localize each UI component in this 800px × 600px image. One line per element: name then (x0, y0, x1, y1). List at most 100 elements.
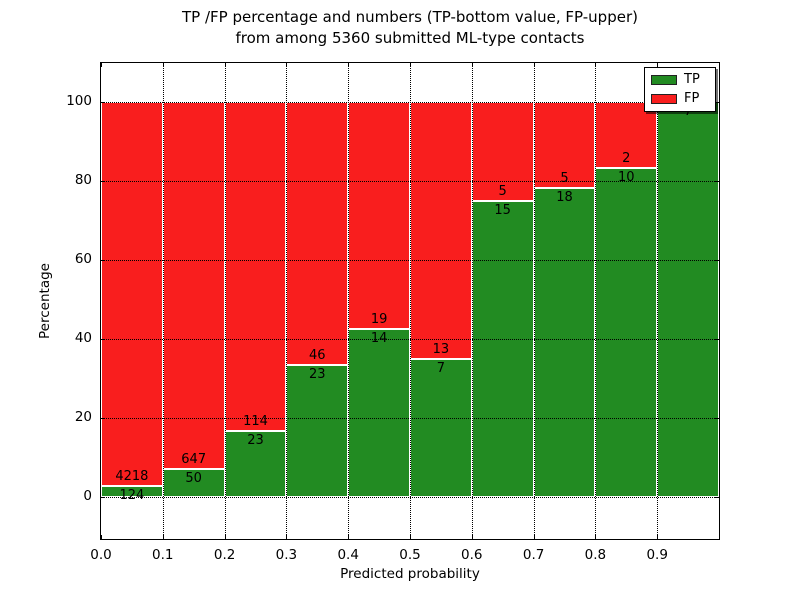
y-tick-mark (715, 497, 719, 498)
x-tick-mark (224, 535, 226, 539)
plot-area: TP FP 4218 124 647 50 114 23 46 23 19 14 13 7 5 15 5 18… (100, 62, 720, 540)
x-tick-mark (657, 535, 659, 539)
x-tick-mark (657, 63, 659, 67)
bar-fp-segment (224, 102, 287, 431)
tp-count-label: 7 (436, 360, 446, 376)
x-tick-mark (533, 63, 535, 67)
tp-count-label: 18 (556, 189, 573, 205)
y-tick-label: 80 (74, 172, 92, 188)
y-tick-label: 20 (74, 409, 92, 425)
x-tick-mark (162, 535, 164, 539)
y-tick-mark (101, 497, 105, 498)
y-tick-label: 100 (66, 93, 92, 109)
fp-count-label: 647 (181, 451, 207, 467)
x-tick-mark (595, 535, 597, 539)
x-tick-label: 0.4 (337, 547, 359, 563)
bar-tp-segment (533, 187, 596, 497)
y-tick-mark (715, 339, 719, 340)
x-tick-mark (286, 535, 288, 539)
y-tick-mark (101, 181, 105, 182)
bar-tp-segment (657, 102, 719, 497)
legend-item-tp: TP (651, 73, 709, 87)
x-tick-mark (162, 63, 164, 67)
fp-count-label: 13 (432, 341, 450, 357)
x-tick-mark (471, 63, 473, 67)
bar-fp-segment (162, 102, 225, 469)
x-tick-mark (224, 63, 226, 67)
fp-count-label: 19 (370, 312, 388, 328)
tp-legend-label: TP (684, 72, 700, 87)
x-tick-label: 0.3 (275, 547, 298, 563)
tp-count-label: 15 (494, 202, 511, 218)
tp-count-label: 23 (309, 367, 326, 383)
x-axis-label: Predicted probability (340, 566, 480, 582)
x-tick-mark (410, 535, 411, 539)
tp-count-label: 10 (618, 169, 635, 185)
bar-fp-segment (410, 102, 472, 359)
fp-count-label: 5 (498, 183, 507, 199)
x-tick-mark (471, 535, 473, 539)
fp-count-label: 2 (622, 150, 631, 166)
bar-fp-segment (348, 102, 410, 330)
v-gridline (224, 63, 226, 539)
x-tick-label: 0.0 (90, 547, 112, 563)
fp-legend-label: FP (684, 91, 700, 106)
fp-count-label: 46 (309, 348, 326, 364)
y-tick-mark (715, 260, 719, 261)
v-gridline (162, 63, 164, 539)
y-tick-mark (101, 339, 105, 340)
v-gridline (286, 63, 288, 539)
y-tick-label: 40 (74, 330, 92, 346)
bar-tp-segment (471, 200, 534, 497)
v-gridline (595, 63, 597, 539)
chart-title-line2: from among 5360 submitted ML-type contac… (235, 29, 585, 47)
bar-fp-segment (101, 102, 163, 486)
x-tick-mark (348, 535, 350, 539)
y-tick-label: 60 (74, 251, 92, 267)
x-tick-mark (101, 63, 102, 67)
x-tick-mark (101, 535, 102, 539)
x-tick-mark (595, 63, 597, 67)
y-tick-mark (101, 418, 105, 419)
y-tick-mark (715, 418, 719, 419)
tp-legend-swatch (651, 75, 677, 85)
v-gridline (657, 63, 659, 539)
x-tick-mark (533, 535, 535, 539)
bar-tp-segment (101, 485, 163, 497)
y-tick-mark (101, 260, 105, 261)
tp-count-label: 50 (185, 470, 202, 486)
v-gridline (410, 63, 411, 539)
tp-count-label: 23 (247, 432, 264, 448)
bar-fp-segment (533, 102, 596, 188)
x-tick-label: 0.5 (399, 547, 421, 563)
fp-count-label: 4218 (115, 468, 149, 484)
bar-tp-segment (286, 365, 349, 497)
v-gridline (348, 63, 350, 539)
x-tick-label: 0.6 (461, 547, 483, 563)
bar-tp-segment (162, 468, 225, 497)
x-tick-mark (410, 63, 411, 67)
bar-fp-segment (286, 102, 349, 366)
x-tick-label: 0.2 (213, 547, 236, 563)
y-axis-label: Percentage (37, 263, 53, 339)
fp-legend-swatch (651, 94, 677, 104)
x-tick-label: 0.1 (152, 547, 174, 563)
y-tick-label: 0 (83, 488, 92, 504)
tp-count-label: 14 (370, 331, 388, 347)
v-gridline (471, 63, 473, 539)
x-tick-mark (348, 63, 350, 67)
bar-tp-segment (348, 329, 410, 497)
y-tick-mark (715, 181, 719, 182)
fp-count-label: 114 (243, 413, 268, 429)
chart-title: TP /FP percentage and numbers (TP-bottom… (100, 7, 720, 49)
bar-tp-segment (410, 358, 472, 497)
legend: TP FP (644, 67, 716, 112)
chart-title-line1: TP /FP percentage and numbers (TP-bottom… (182, 8, 638, 26)
y-tick-mark (715, 102, 719, 103)
x-tick-mark (286, 63, 288, 67)
legend-item-fp: FP (651, 92, 709, 106)
v-gridline (533, 63, 535, 539)
bar-tp-segment (595, 167, 658, 497)
y-tick-mark (101, 102, 105, 103)
